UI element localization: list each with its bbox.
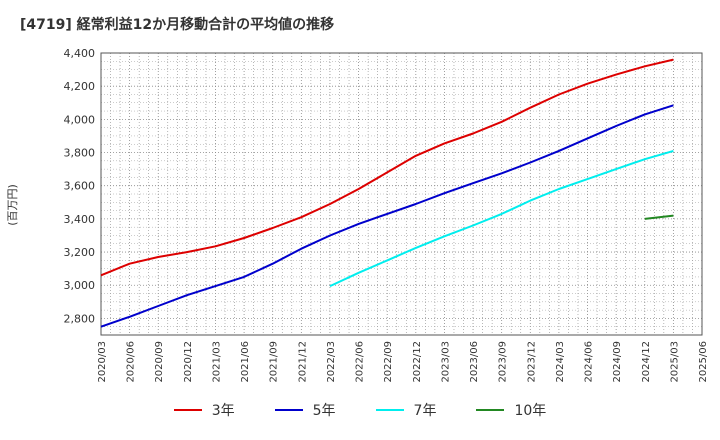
chart-title: [4719] 経常利益12か月移動合計の平均値の推移 [20, 17, 335, 33]
y-tick-label: 3,200 [64, 246, 96, 259]
x-tick-label: 2024/03 [555, 341, 566, 383]
y-tick-label: 3,000 [64, 279, 96, 292]
legend-label: 10年 [514, 403, 547, 419]
legend-swatch [476, 409, 505, 411]
x-tick-label: 2023/09 [498, 341, 509, 383]
legend-item: 5年 [274, 400, 336, 420]
x-tick-label: 2021/03 [211, 341, 222, 383]
x-tick-label: 2022/03 [326, 341, 337, 383]
x-tick-label: 2023/06 [469, 341, 480, 383]
y-axis-label: (百万円) [6, 184, 19, 226]
series-line-5年 [100, 104, 674, 328]
x-tick-label: 2025/06 [698, 341, 709, 383]
x-tick-label: 2020/09 [154, 341, 165, 383]
legend-item: 3年 [173, 400, 235, 420]
grid [100, 52, 703, 336]
x-tick-label: 2021/09 [269, 341, 280, 383]
axes: 2,800 3,000 3,200 3,400 3,600 3,800 4,000 4,200… [64, 47, 710, 383]
y-tick-label: 4,200 [64, 80, 96, 93]
series-line-3年 [100, 58, 674, 277]
y-tick-label: 4,400 [64, 47, 96, 60]
x-tick-label: 2023/12 [526, 341, 537, 383]
y-tick-label: 4,000 [64, 113, 96, 126]
series-line-10年 [644, 214, 674, 220]
x-tick-label: 2024/09 [612, 341, 623, 383]
y-tick-label: 3,400 [64, 213, 96, 226]
x-tick-label: 2020/12 [183, 341, 194, 383]
y-tick-label: 3,800 [64, 147, 96, 160]
x-tick-label: 2023/03 [440, 341, 451, 383]
y-tick-label: 2,800 [64, 312, 96, 325]
x-tick-label: 2022/12 [412, 341, 423, 383]
x-tick-label: 2022/06 [355, 341, 366, 383]
x-tick-label: 2021/12 [297, 341, 308, 383]
legend-item: 10年 [476, 400, 546, 420]
x-tick-label: 2020/03 [97, 341, 108, 383]
x-tick-label: 2025/03 [669, 341, 680, 383]
legend-label: 5年 [312, 403, 336, 419]
legend-item: 7年 [375, 400, 437, 420]
legend-swatch [274, 409, 303, 411]
y-tick-label: 3,600 [64, 180, 96, 193]
x-tick-label: 2024/06 [584, 341, 595, 383]
x-tick-label: 2022/09 [383, 341, 394, 383]
legend: 3年 5年 7年 10年 [0, 400, 720, 420]
x-tick-label: 2024/12 [641, 341, 652, 383]
legend-label: 3年 [211, 403, 235, 419]
series-line-7年 [329, 149, 674, 288]
x-tick-label: 2020/06 [126, 341, 137, 383]
plot-frame [100, 52, 703, 336]
legend-label: 7年 [413, 403, 437, 419]
legend-swatch [375, 409, 404, 411]
x-tick-label: 2021/06 [240, 341, 251, 383]
legend-swatch [173, 409, 202, 411]
series-lines [100, 58, 674, 328]
